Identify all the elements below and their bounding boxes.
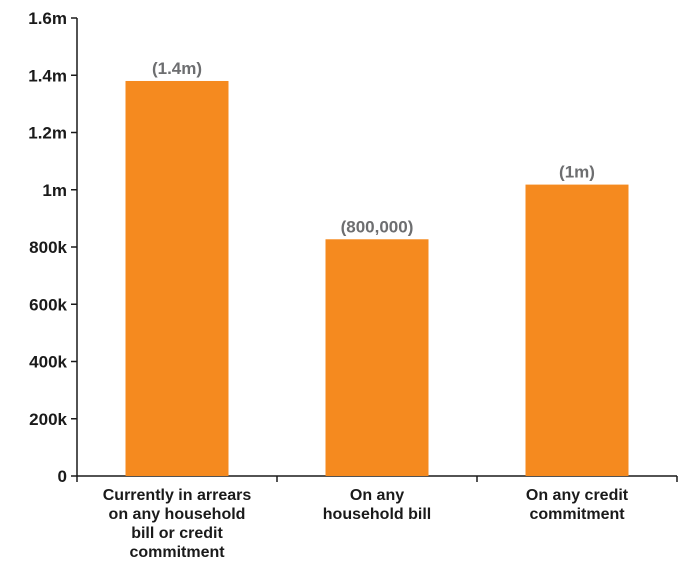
bars: [125, 80, 629, 476]
y-tick-label: 1.6m: [28, 9, 67, 28]
y-tick-label: 200k: [29, 410, 67, 429]
y-tick-label: 600k: [29, 295, 67, 314]
x-category-label: On any household bill: [323, 487, 431, 523]
bar: [325, 239, 429, 476]
y-tick-label: 1.4m: [28, 66, 67, 85]
bar: [125, 80, 229, 476]
axes: 0 200k 400k 600k 800k 1m 1.2m 1.4m 1.6m: [28, 9, 678, 486]
y-tick-label: 1m: [42, 181, 67, 200]
data-label: (800,000): [341, 217, 414, 236]
labels: (1.4m) Currently in arrears on any househo…: [103, 59, 629, 561]
data-label: (1m): [559, 163, 595, 182]
y-tick-label: 0: [58, 467, 67, 486]
x-category-label: On any credit commitment: [526, 487, 629, 523]
y-tick-label: 400k: [29, 353, 67, 372]
data-label: (1.4m): [152, 59, 202, 78]
y-tick-label: 800k: [29, 238, 67, 257]
bar: [525, 184, 629, 476]
x-category-label: Currently in arrears on any household bill…: [103, 487, 252, 561]
y-tick-label: 1.2m: [28, 124, 67, 143]
